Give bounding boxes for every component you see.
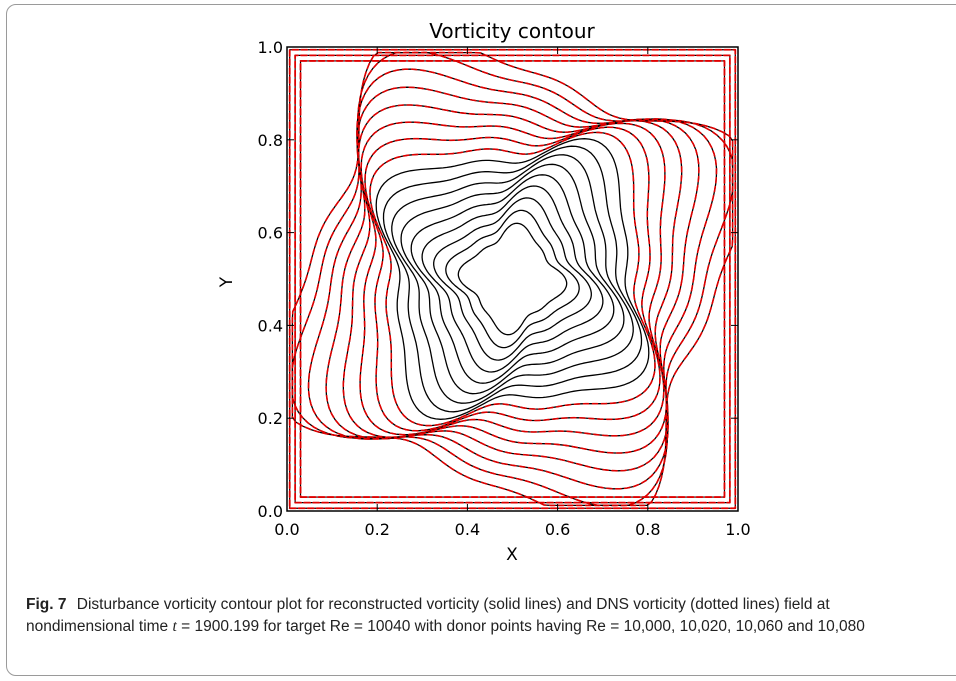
x-tick-label: 1.0 — [725, 520, 750, 539]
y-tick-label: 0.6 — [258, 224, 283, 243]
plot-area — [286, 46, 739, 512]
contour-line-solid — [359, 121, 666, 437]
x-axis-ticks: 0.0 0.2 0.4 0.6 0.8 1.0 — [274, 47, 751, 539]
contour-line-solid — [391, 154, 634, 404]
contour-line-dashed — [325, 86, 700, 472]
y-axis-label: Y — [217, 276, 237, 288]
contour-line-dashed — [299, 60, 726, 498]
caption-text-1: Disturbance vorticity contour plot for r… — [26, 596, 830, 635]
contour-line-solid — [369, 131, 656, 427]
contour-line-solid — [457, 222, 568, 336]
y-axis-ticks: 0.0 0.2 0.4 0.6 0.8 1.0 — [258, 38, 738, 521]
caption-label: Fig. 7 — [26, 596, 67, 613]
contour-line-dashed — [307, 68, 718, 490]
contour-line-solid — [410, 174, 615, 384]
x-tick-label: 0.2 — [364, 520, 389, 539]
contour-line-dashed — [294, 54, 731, 504]
contour-line-solid — [433, 197, 592, 361]
contour-line-solid — [445, 209, 580, 349]
y-tick-label: 0.4 — [258, 316, 283, 335]
contour-line-solid — [342, 104, 683, 454]
contour-line-solid — [299, 60, 726, 498]
x-tick-label: 0.8 — [635, 520, 660, 539]
contour-line-dashed — [359, 121, 666, 437]
contour-line-solid — [421, 185, 604, 373]
vorticity-contour-chart: Vorticity contour 0.0 0.2 0.4 0.6 0.8 1.0 0.0… — [217, 19, 751, 565]
contour-line-dashed — [291, 51, 734, 507]
y-tick-label: 1.0 — [258, 38, 283, 57]
contour-line-dashed — [364, 126, 661, 432]
figure-caption: Fig. 7 Disturbance vorticity contour plo… — [26, 594, 926, 638]
contour-line-solid — [325, 86, 700, 472]
caption-time-symbol: t — [172, 618, 177, 635]
x-tick-label: 0.4 — [455, 520, 480, 539]
contour-line-solid — [289, 49, 736, 509]
contour-line-dashed — [369, 131, 656, 427]
y-tick-label: 0.2 — [258, 409, 283, 428]
chart-title: Vorticity contour — [429, 19, 595, 43]
caption-text-2: = 1900.199 for target Re = 10040 with do… — [176, 618, 865, 635]
x-tick-label: 0.6 — [545, 520, 570, 539]
contour-line-dashed — [291, 51, 734, 507]
figure-frame — [6, 4, 956, 676]
y-tick-label: 0.8 — [258, 131, 283, 150]
x-tick-label: 0.0 — [274, 520, 299, 539]
contour-line-dashed — [342, 104, 683, 454]
contour-lines — [288, 48, 737, 510]
contour-line-solid — [375, 138, 650, 420]
x-axis-label: X — [506, 545, 518, 565]
contour-line-solid — [307, 68, 718, 490]
contour-line-solid — [382, 145, 643, 413]
y-tick-label: 0.0 — [258, 502, 283, 521]
contour-line-solid — [400, 163, 625, 395]
contour-line-dashed — [288, 48, 737, 510]
